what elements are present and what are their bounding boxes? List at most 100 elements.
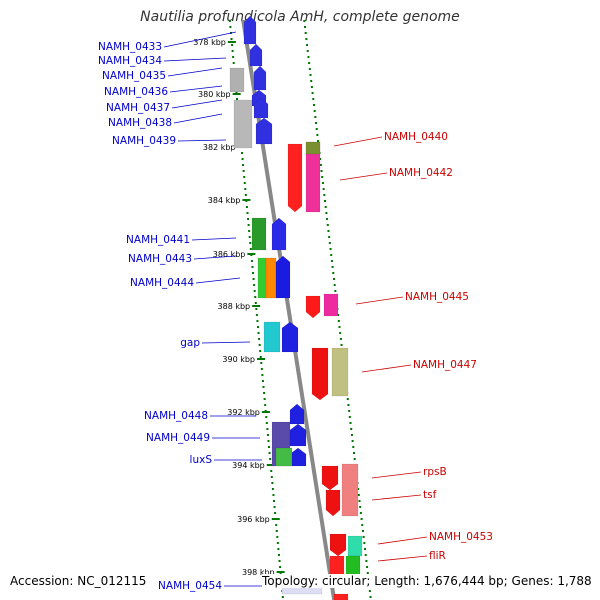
label-leader-line <box>169 85 223 93</box>
gene-block <box>249 43 263 67</box>
gene-label: luxS <box>190 454 213 466</box>
tick-label: 378 kbp <box>193 38 226 47</box>
gene-block <box>311 347 329 401</box>
right-track-dot <box>352 452 355 454</box>
topology-label: Topology: <box>262 574 319 588</box>
right-track-dot <box>352 446 355 448</box>
gene-block <box>271 217 287 251</box>
right-track-dot <box>366 572 369 574</box>
tick-label: 388 kbp <box>218 302 251 311</box>
left-track-dot <box>244 194 247 196</box>
gene-label: NAMH_0441 <box>126 234 190 246</box>
right-track-dot <box>362 536 365 538</box>
left-track-dot <box>279 566 282 568</box>
left-track-dot <box>268 446 271 448</box>
right-track-dot <box>348 416 351 418</box>
left-track-dot <box>240 152 243 154</box>
genes-label: Genes: <box>511 574 554 588</box>
right-track-dot <box>339 338 342 340</box>
right-track-dot <box>366 566 369 568</box>
left-track-dot <box>276 536 279 538</box>
right-track-dot <box>347 404 350 406</box>
right-track-dot <box>363 542 366 544</box>
right-track-dot <box>350 434 353 436</box>
accession-label: Accession: <box>10 574 74 588</box>
label-leader-line <box>163 31 237 48</box>
right-track-dot <box>310 86 313 88</box>
length-label: Length: <box>374 574 420 588</box>
tick-label: 396 kbp <box>237 515 270 524</box>
left-track-dot <box>258 344 261 346</box>
label-leader-line <box>361 364 412 373</box>
left-track-dot <box>276 542 279 544</box>
right-track-dot <box>334 290 337 292</box>
gene-block <box>275 447 293 467</box>
left-track-dot <box>230 38 233 40</box>
left-track-dot <box>231 44 234 46</box>
right-track-dot <box>361 530 364 532</box>
gene-label: NAMH_0448 <box>144 410 208 422</box>
gene-block <box>275 255 291 299</box>
label-leader-line <box>167 67 223 77</box>
left-track-dot <box>245 206 248 208</box>
gene-label: NAMH_0449 <box>146 432 210 444</box>
gene-block <box>287 143 303 213</box>
gene-label: tsf <box>423 489 437 501</box>
gene-block <box>229 67 245 93</box>
right-track-dot <box>314 116 317 118</box>
gene-block <box>253 65 267 91</box>
gene-label: NAMH_0440 <box>384 131 448 143</box>
tick-label: 392 kbp <box>227 408 260 417</box>
right-track-dot <box>325 212 328 214</box>
right-track-dot <box>364 548 367 550</box>
right-track-dot <box>361 524 364 526</box>
left-track-dot <box>249 242 252 244</box>
left-track-dot <box>260 362 263 364</box>
label-leader-line <box>201 341 251 344</box>
left-track-dot <box>252 272 255 274</box>
left-track-dot <box>274 512 277 514</box>
right-track-dot <box>308 62 311 64</box>
right-track-dot <box>369 596 372 598</box>
gene-label: NAMH_0433 <box>98 41 162 53</box>
left-track-dot <box>263 392 266 394</box>
left-track-dot <box>229 26 232 28</box>
gene-block <box>289 423 307 447</box>
right-track-dot <box>313 110 316 112</box>
right-track-dot <box>320 170 323 172</box>
tick-label: 384 kbp <box>208 196 241 205</box>
right-track-dot <box>340 344 343 346</box>
right-track-dot <box>359 506 362 508</box>
tick-label: 386 kbp <box>213 250 246 259</box>
right-track-dot <box>327 230 330 232</box>
right-track-dot <box>329 248 332 250</box>
left-track-dot <box>269 458 272 460</box>
left-track-dot <box>254 296 257 298</box>
left-track-dot <box>252 278 255 280</box>
label-leader-line <box>333 136 383 147</box>
left-track-dot <box>243 182 246 184</box>
right-track-dot <box>316 134 319 136</box>
right-track-dot <box>307 56 310 58</box>
gene-block <box>347 535 363 557</box>
left-track-dot <box>259 350 262 352</box>
gene-block <box>255 117 273 145</box>
topology-value: circular <box>321 574 367 588</box>
right-track-dot <box>349 422 352 424</box>
left-track-dot <box>260 368 263 370</box>
gene-label: NAMH_0444 <box>130 277 194 289</box>
left-track-dot <box>250 260 253 262</box>
gene-block <box>289 403 305 425</box>
tick-label: 382 kbp <box>203 143 236 152</box>
left-track-dot <box>263 398 266 400</box>
right-track-dot <box>304 32 307 34</box>
left-track-dot <box>262 386 265 388</box>
left-track-dot <box>241 158 244 160</box>
left-track-dot <box>266 434 269 436</box>
right-track-dot <box>360 518 363 520</box>
gene-label: NAMH_0436 <box>104 86 168 98</box>
left-track-dot <box>264 404 267 406</box>
left-track-dot <box>243 176 246 178</box>
gene-label: NAMH_0445 <box>405 291 469 303</box>
right-track-dot <box>357 488 360 490</box>
